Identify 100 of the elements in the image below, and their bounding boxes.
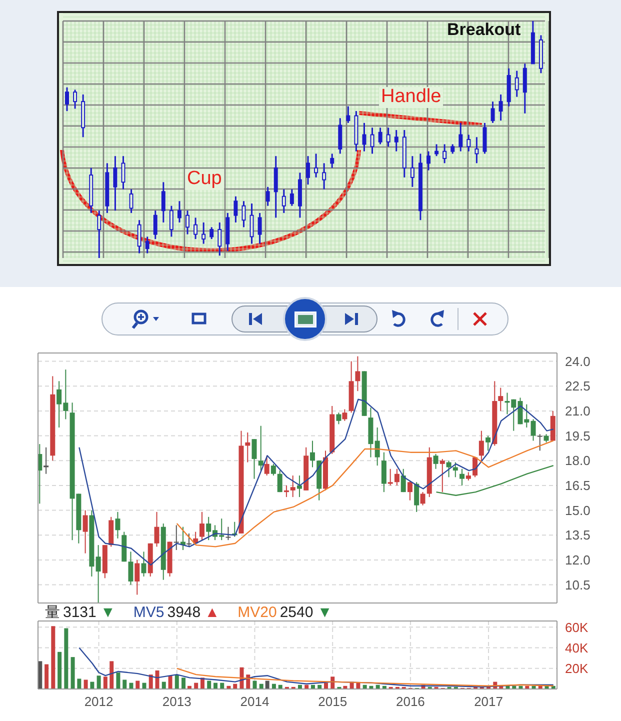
candlestick [458, 122, 463, 152]
line-series [78, 398, 554, 566]
candlestick [460, 468, 465, 486]
bar [51, 626, 56, 689]
candlestick [452, 462, 458, 478]
x-tick-label: 2014 [240, 694, 270, 710]
bar [70, 657, 75, 689]
candlestick [310, 440, 315, 468]
bar [96, 676, 101, 689]
annotation: Breakout [446, 20, 522, 40]
bar [58, 652, 62, 689]
candlestick [145, 236, 150, 254]
candlestick [338, 117, 342, 154]
candlestick [252, 438, 257, 480]
candlestick [388, 468, 393, 486]
candlestick [290, 188, 294, 207]
bar [77, 678, 82, 689]
candlestick [258, 425, 264, 472]
bar [122, 680, 127, 689]
candlestick [250, 202, 254, 245]
candlestick [266, 186, 270, 207]
candlestick [537, 434, 542, 452]
bar [162, 682, 166, 689]
y-tick-label: 19.5 [565, 428, 590, 444]
candlestick [346, 106, 350, 124]
candlestick [306, 155, 310, 186]
annotation: 2540 ▼ [280, 604, 332, 621]
y-tick-label: 60K [565, 620, 588, 635]
candlestick [73, 88, 78, 110]
bar [110, 661, 114, 689]
text: MV5 [133, 604, 164, 621]
y-tick-label: 40K [565, 640, 588, 656]
candlestick [394, 129, 398, 152]
candlestick [115, 511, 120, 539]
candlestick [381, 452, 386, 493]
annotation: 3131 ▼ [63, 604, 116, 621]
candlestick [330, 152, 334, 169]
y-tick-label: 21.0 [565, 404, 590, 419]
candlestick [264, 455, 270, 476]
bar [64, 628, 68, 689]
candlestick [322, 162, 326, 190]
y-tick-label: 13.5 [565, 528, 590, 543]
candlestick [442, 143, 447, 164]
candlestick [486, 435, 491, 452]
candlestick [226, 526, 231, 541]
candlestick [97, 210, 102, 258]
bar [155, 670, 160, 689]
candlestick [270, 463, 276, 476]
candlestick [296, 475, 302, 498]
candlestick [153, 210, 158, 240]
candlestick [474, 136, 479, 164]
candlestick [355, 356, 360, 392]
x-tick-label: 2017 [474, 694, 503, 710]
candlestick [284, 484, 289, 498]
bar [207, 680, 212, 689]
candlestick [522, 62, 527, 114]
x-tick-label: 2013 [162, 694, 192, 710]
bar [265, 680, 270, 689]
y-tick-label: 18.0 [565, 453, 590, 468]
y-tick-label: 20K [565, 661, 588, 676]
bar [181, 678, 186, 689]
candlestick [65, 86, 69, 112]
candlestick [530, 418, 536, 442]
candlestick [234, 196, 238, 224]
annotation: Cup [185, 168, 224, 190]
candlestick [336, 412, 342, 425]
candlestick [199, 511, 204, 541]
candlestick [282, 188, 286, 214]
annotation: 3948 ▲ [167, 604, 220, 621]
candlestick [274, 155, 278, 218]
x-tick-label: 2012 [84, 694, 114, 710]
candlestick [121, 155, 126, 190]
line-series [176, 668, 554, 687]
y-tick-label: 24.0 [565, 354, 590, 369]
candlestick [245, 432, 250, 463]
candlestick [82, 510, 88, 554]
candlestick [186, 210, 190, 236]
candlestick [96, 544, 101, 603]
candlestick [194, 216, 198, 240]
bar [90, 682, 94, 689]
candlestick [258, 212, 262, 245]
bar [44, 664, 49, 689]
bar [168, 676, 172, 689]
candlestick [410, 155, 414, 188]
x-tick-label: 2015 [318, 694, 348, 710]
y-tick-label: 12.0 [565, 552, 590, 568]
candlestick [154, 511, 160, 548]
candlestick [186, 532, 192, 548]
candlestick [433, 453, 438, 470]
x-tick-label: 2016 [396, 694, 425, 710]
candlestick [137, 219, 142, 254]
bar [116, 672, 120, 689]
annotation: Handle [379, 86, 444, 108]
candlestick [177, 200, 182, 224]
candlestick [290, 475, 296, 498]
candlestick [414, 482, 420, 512]
candlestick [478, 430, 484, 462]
candlestick [374, 427, 380, 466]
y-tick-label: 15.0 [565, 502, 590, 518]
y-tick-label: 10.5 [565, 577, 590, 592]
